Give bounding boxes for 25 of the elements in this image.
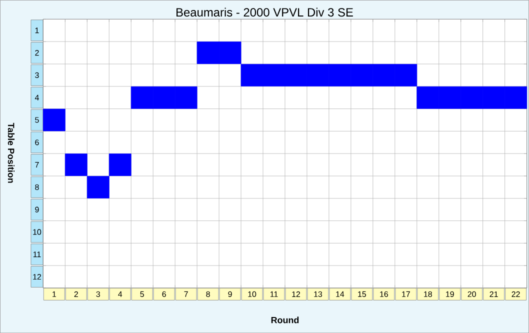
point: [482, 86, 506, 109]
point: [284, 64, 308, 86]
point: [262, 64, 286, 86]
point: [416, 86, 440, 109]
point: [108, 154, 132, 176]
point: [64, 154, 88, 176]
point: [438, 86, 462, 109]
point: [240, 64, 264, 86]
point: [504, 86, 527, 109]
point: [152, 86, 176, 109]
point: [328, 64, 352, 86]
chart-title: Beaumaris - 2000 VPVL Div 3 SE: [176, 8, 353, 17]
point: [130, 86, 154, 109]
point: [218, 42, 242, 64]
point: [372, 64, 396, 86]
point: [196, 42, 220, 64]
point: [306, 64, 330, 86]
point: [42, 108, 66, 132]
x-axis-title: Round: [271, 316, 299, 324]
point: [86, 176, 110, 198]
point: [350, 64, 374, 86]
point: [460, 86, 484, 109]
y-axis-title: Table Position: [8, 122, 14, 183]
point: [394, 64, 418, 86]
point: [174, 86, 198, 109]
